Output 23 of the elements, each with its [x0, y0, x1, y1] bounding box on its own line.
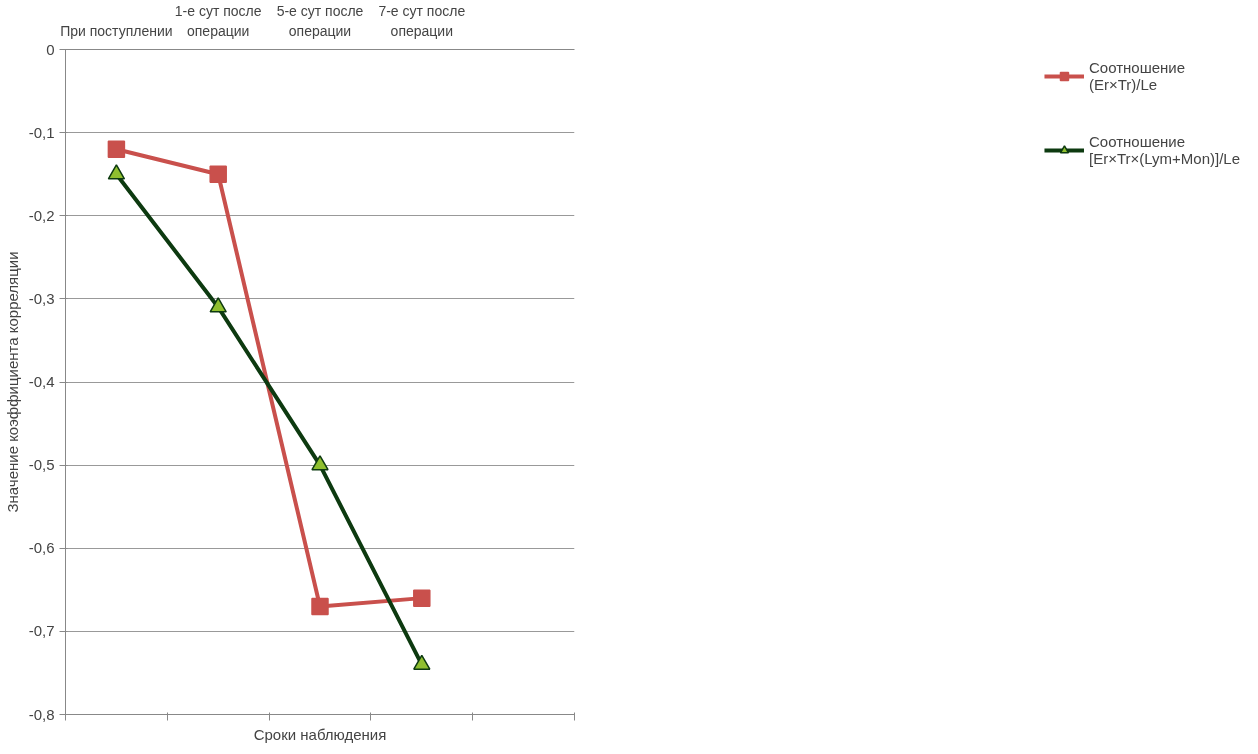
- x-tick-label: При поступлении: [60, 22, 173, 39]
- y-tick-label: -0,7: [28, 622, 55, 640]
- y-tick-label: -0,1: [28, 123, 55, 141]
- point: [209, 297, 227, 313]
- y-tick-label: -0,4: [28, 373, 55, 390]
- x-tick-label: 7-е сут после операции: [378, 3, 466, 39]
- x-tick-label: 5-е сут после операции: [276, 3, 364, 39]
- point: [209, 165, 227, 183]
- y-tick-label: -0,3: [28, 289, 55, 307]
- y-tick-label: -0,8: [28, 705, 55, 723]
- point: [107, 164, 126, 180]
- legend-label: Соотношение [Er×Tr×(Lym+Mon)]/Le: [1088, 133, 1240, 167]
- point: [107, 140, 126, 158]
- y-tick-label: 0: [46, 40, 55, 58]
- y-tick-label: -0,5: [28, 456, 55, 474]
- x-axis-title: Сроки наблюдения: [253, 725, 387, 743]
- y-tick-label: -0,6: [28, 539, 55, 557]
- legend-label: Соотношение (Er×Tr)/Le: [1088, 59, 1186, 93]
- point: [413, 654, 431, 670]
- y-axis-title: Значение коэффициента корреляции: [3, 251, 21, 513]
- y-tick-label: -0,2: [28, 206, 55, 224]
- x-tick-label: 1-е сут после операции: [174, 3, 262, 39]
- point: [311, 455, 329, 471]
